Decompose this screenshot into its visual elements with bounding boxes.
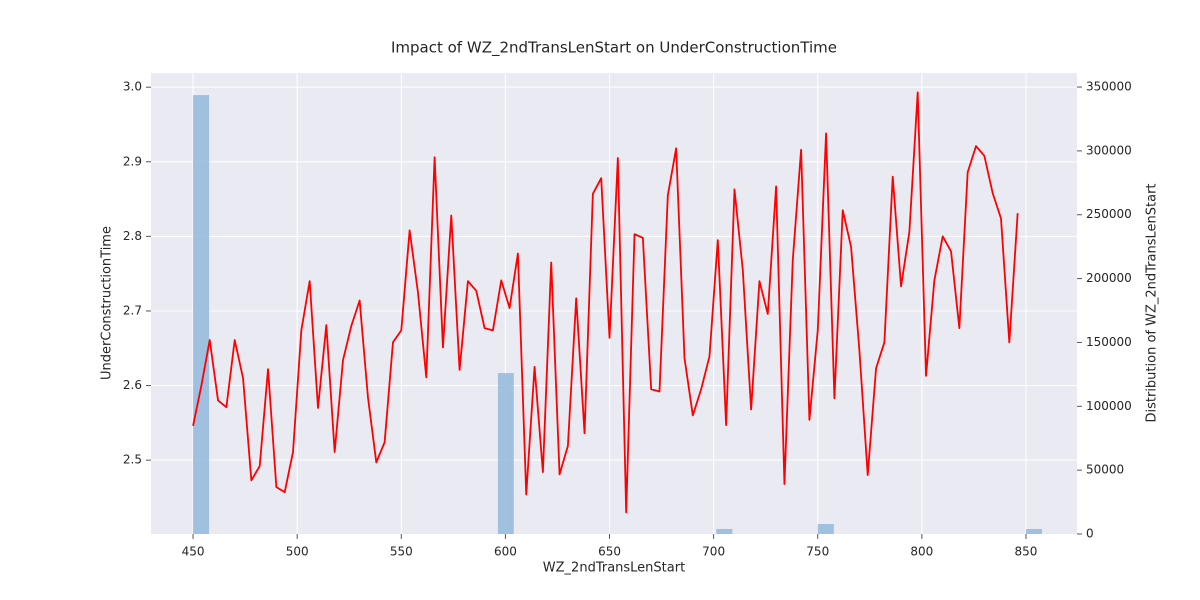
y-tick-label: 2.7 [123,303,142,317]
x-tick-label: 600 [494,545,517,559]
y-tick-label: 3.0 [123,80,142,94]
y-axis-label: UnderConstructionTime [100,226,115,380]
line-series [192,91,1019,514]
y2-tick-label: 0 [1086,527,1094,541]
histogram-bar [193,95,210,534]
y2-tick-label: 250000 [1086,207,1132,221]
y2-tick-label: 300000 [1086,143,1132,157]
x-tick-label: 500 [286,545,309,559]
x-axis-label: WZ_2ndTransLenStart [543,561,685,576]
y2-tick-label: 50000 [1086,463,1124,477]
y2-tick-label: 100000 [1086,399,1132,413]
x-tick-label: 750 [806,545,829,559]
histogram-bar [497,373,514,534]
y2-tick-label: 350000 [1086,80,1132,94]
x-tick-label: 550 [390,545,413,559]
y2-axis-label: Distribution of WZ_2ndTransLenStart [1145,183,1160,422]
marks [192,91,1043,534]
y-tick-label: 2.8 [123,229,142,243]
chart-title: Impact of WZ_2ndTransLenStart on UnderCo… [391,39,837,58]
x-tick-label: 650 [598,545,621,559]
y2-tick-label: 200000 [1086,271,1132,285]
histogram-bar [817,524,834,534]
y-tick-label: 2.9 [123,154,142,168]
x-tick-label: 450 [182,545,205,559]
y2-tick-label: 150000 [1086,335,1132,349]
x-tick-label: 850 [1015,545,1038,559]
histogram-bar [716,529,733,534]
grid [151,73,1077,534]
y-tick-label: 2.6 [123,378,142,392]
histogram-bar [1025,529,1043,534]
x-tick-label: 700 [702,545,725,559]
x-tick-label: 800 [910,545,933,559]
y-tick-label: 2.5 [123,453,142,467]
